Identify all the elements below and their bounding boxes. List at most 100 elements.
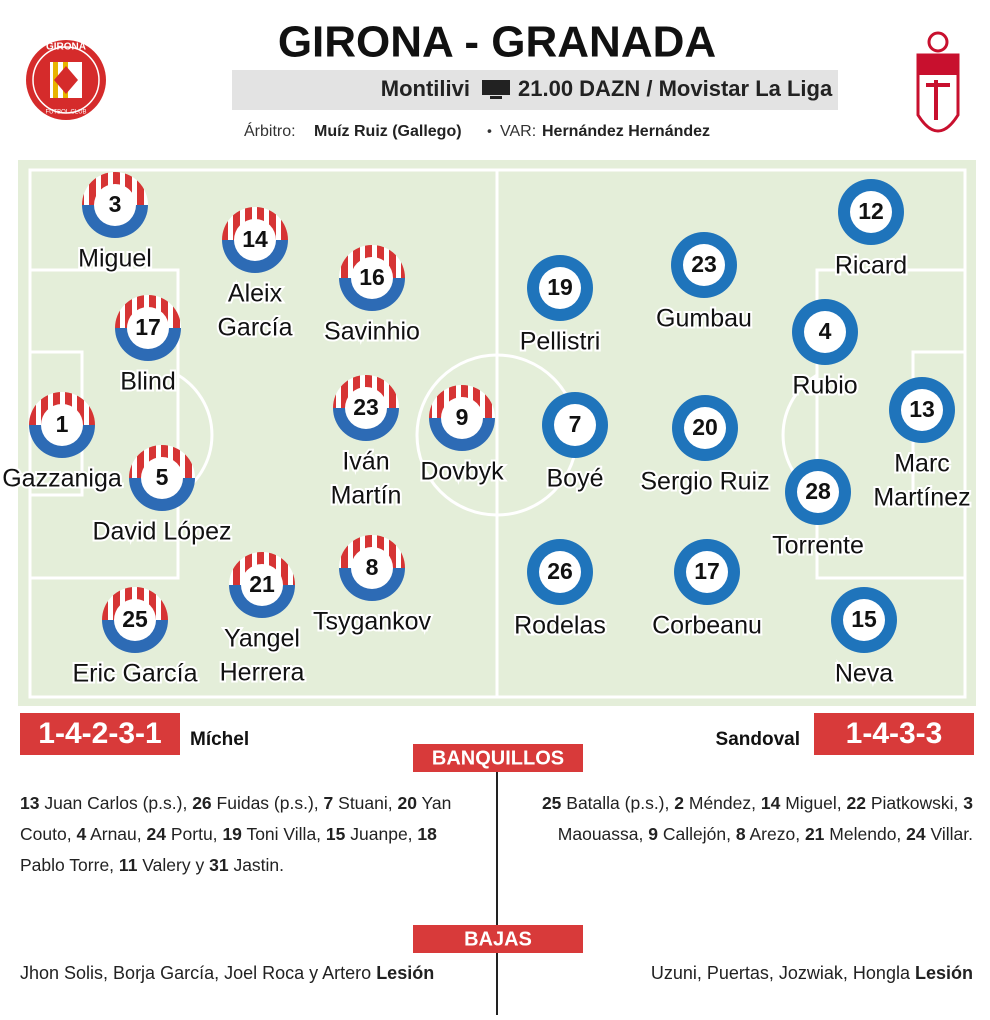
player-number: 9 <box>456 404 469 430</box>
bench-name: Pablo Torre, <box>20 855 115 875</box>
bench-number: 3 <box>963 793 973 813</box>
player-number: 14 <box>242 226 268 252</box>
bench-number: 21 <box>804 824 825 844</box>
bench-name: Villar. <box>930 824 973 844</box>
bench-name: Méndez, <box>688 793 756 813</box>
bench-list: 13 Juan Carlos (p.s.), 26 Fuidas (p.s.),… <box>20 788 475 881</box>
player-number: 19 <box>547 274 573 300</box>
player-name: Martínez <box>873 484 970 512</box>
bench-number: 18 <box>417 824 437 844</box>
player-number: 8 <box>366 554 379 580</box>
absences: Jhon Solis, Borja García, Joel Roca y Ar… <box>20 963 434 984</box>
bench-name: Batalla (p.s.), <box>566 793 670 813</box>
player: 25 Eric García <box>70 587 200 690</box>
player-name: Tsygankov <box>313 608 432 636</box>
player-name: Miguel <box>78 245 152 273</box>
badge <box>241 564 283 606</box>
player-name: David López <box>93 518 232 546</box>
bench-name: Arnau, <box>90 824 142 844</box>
bench-name: Callejón, <box>662 824 731 844</box>
section-title: BAJAS <box>464 928 532 950</box>
formation: 1-4-3-3 <box>846 717 943 750</box>
player-name: Pellistri <box>520 328 601 356</box>
bench-number: 7 <box>323 793 334 813</box>
bench-number: 13 <box>20 793 40 813</box>
bench-number: 22 <box>846 793 866 813</box>
player-number: 17 <box>694 558 720 584</box>
player-name: Blind <box>120 368 176 396</box>
bench-number: 24 <box>146 824 166 844</box>
player-name: Iván <box>342 448 389 476</box>
bench-name: Jastin. <box>233 855 285 875</box>
bench-name: Melendo, <box>829 824 902 844</box>
bench-number: 19 <box>222 824 242 844</box>
player: 23 Gumbau <box>654 232 754 335</box>
pitch <box>18 160 976 706</box>
player-name: Dovbyk <box>420 458 504 486</box>
referee: Muíz Ruiz (Gallego) <box>314 123 462 140</box>
bench-name: Stuani, <box>338 793 393 813</box>
player-number: 16 <box>359 264 385 290</box>
bench-name: Juan Carlos (p.s.), <box>44 793 188 813</box>
logo-text: GIRONA <box>46 42 86 53</box>
var-label: VAR: <box>500 123 536 140</box>
formation-box <box>20 713 180 755</box>
absence-reason: Lesión <box>914 963 973 983</box>
bench-name: Yan Couto, <box>20 793 452 844</box>
bench-number: 26 <box>192 793 212 813</box>
badge <box>127 307 169 349</box>
player: 26 Rodelas <box>512 539 608 642</box>
player: 23 Iván Martín <box>329 375 403 512</box>
player: 20 Sergio Ruiz <box>638 395 772 498</box>
badge <box>234 219 276 261</box>
badge <box>901 389 943 431</box>
bench-number: 15 <box>325 824 346 844</box>
coach: Sandoval <box>716 729 800 750</box>
player-number: 3 <box>109 191 122 217</box>
player: 5 David López <box>91 445 233 548</box>
player: 17 Blind <box>115 295 181 398</box>
player-name: García <box>217 314 292 342</box>
player-number: 28 <box>805 478 831 504</box>
bench-number: 11 <box>118 855 138 875</box>
badge <box>351 257 393 299</box>
bench-name: Toni Villa, <box>246 824 322 844</box>
bench-name: Juanpe, <box>350 824 413 844</box>
player-number: 7 <box>569 411 582 437</box>
player: 4 Rubio <box>790 299 860 402</box>
badge <box>539 267 581 309</box>
bench-name: Piatkowski, <box>870 793 959 813</box>
badge <box>684 407 726 449</box>
title: GIRONA - GRANADA <box>278 18 716 67</box>
player-name: Rubio <box>792 372 857 400</box>
bench-number: 4 <box>76 824 87 844</box>
player-name: Gumbau <box>656 305 752 333</box>
bench-name: Arezo, <box>749 824 801 844</box>
player-name: Savinhio <box>324 318 420 346</box>
bench-name: Portu, <box>170 824 218 844</box>
player: 15 Neva <box>831 587 897 690</box>
girona-logo: GIRONA FUTBOL CLUB <box>26 40 106 120</box>
player-name: Herrera <box>220 659 305 687</box>
player-name: Corbeanu <box>652 612 762 640</box>
player: 8 Tsygankov <box>311 535 434 638</box>
badge <box>804 311 846 353</box>
bench-name: Maouassa, <box>557 824 644 844</box>
player-number: 21 <box>249 571 275 597</box>
player-number: 1 <box>56 411 69 437</box>
badge <box>683 244 725 286</box>
player-name: Neva <box>835 660 893 688</box>
badge <box>850 191 892 233</box>
badge <box>441 397 483 439</box>
player-name: Martín <box>331 482 402 510</box>
bench-name: Miguel, <box>785 793 842 813</box>
player-name: Eric García <box>72 660 197 688</box>
player-number: 12 <box>858 198 884 224</box>
badge <box>41 404 83 446</box>
player: 19 Pellistri <box>518 255 602 358</box>
player-number: 23 <box>353 394 379 420</box>
player-number: 23 <box>691 251 717 277</box>
granada-logo <box>916 31 960 133</box>
player: 13 Marc Martínez <box>871 377 973 514</box>
player-name: Rodelas <box>514 612 606 640</box>
